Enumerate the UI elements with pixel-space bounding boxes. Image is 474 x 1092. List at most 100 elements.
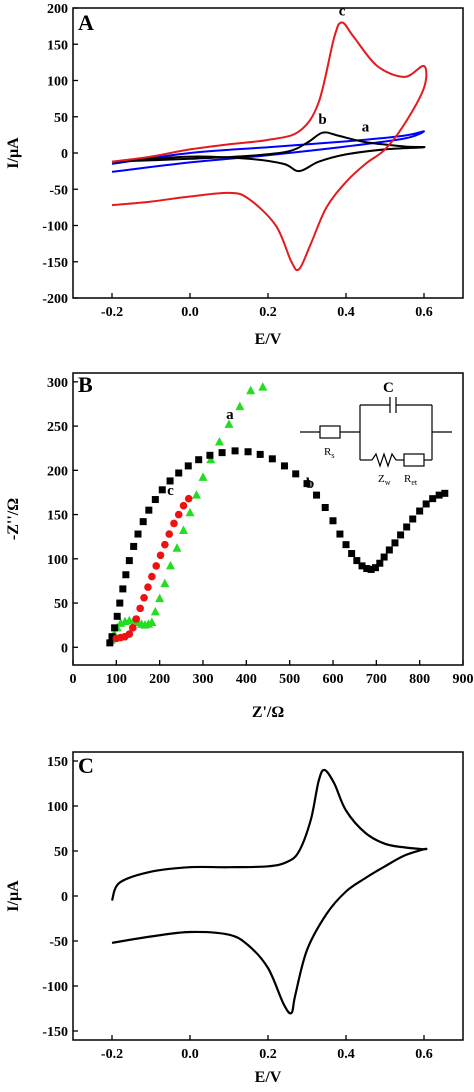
- panel-b-y-tick-label: 250: [47, 420, 68, 435]
- panel-c-y-tick-label: -150: [42, 1025, 68, 1040]
- panel-c-axes-frame: [72, 751, 464, 1041]
- panel-b-point-b: [175, 469, 183, 477]
- panel-a-x-tick-label: 0.2: [259, 305, 277, 320]
- panel-c-y-tick-label: 100: [47, 800, 68, 815]
- panel-a-y-tick-label: 50: [54, 111, 68, 126]
- panel-b-x-tick-label: 500: [279, 672, 300, 687]
- panel-b-point-b: [184, 462, 192, 470]
- panel-b-point-a: [150, 606, 160, 616]
- panel-b-point-b: [329, 517, 337, 525]
- panel-c-x-tick-label: 0.4: [337, 1047, 355, 1062]
- equivalent-circuit-inset: [300, 397, 452, 468]
- panel-b-point-b: [122, 571, 130, 579]
- inset-label-ret: Ret: [404, 473, 418, 487]
- panel-b-point-b: [321, 503, 329, 511]
- panel-b-point-b: [409, 515, 417, 523]
- panel-a-x-axis-label: E/V: [255, 331, 282, 348]
- panel-b-point-b: [151, 496, 159, 504]
- panel-b-point-b: [336, 530, 344, 538]
- panel-b-point-a: [258, 382, 268, 391]
- panel-b-point-b: [363, 565, 371, 573]
- panel-b-point-b: [403, 523, 411, 531]
- panel-b-point-b: [391, 539, 399, 547]
- panel-b-y-tick-label: 100: [47, 553, 68, 568]
- panel-b-point-b: [244, 448, 252, 456]
- panel-a-x-tick-label: 0.0: [181, 305, 199, 320]
- panel-a-y-tick-label: 0: [61, 147, 68, 162]
- panel-b-point-a: [172, 543, 182, 552]
- panel-b-point-a: [214, 437, 224, 446]
- panel-a-x-tick-label: 0.4: [337, 305, 355, 320]
- panel-c-chart: -0.2 0.0 0.2 0.4 0.6 -150 -100 -50 0 50 100 150 E/V I…: [5, 751, 464, 1086]
- panel-a-curve-label-a: a: [362, 119, 370, 135]
- panel-b-x-tick-label: 800: [409, 672, 430, 687]
- panel-b-point-b: [380, 553, 388, 561]
- panel-b-point-b: [130, 542, 138, 550]
- panel-a-y-tick-label: -50: [49, 183, 68, 198]
- panel-b-point-a: [192, 490, 201, 499]
- panel-b-point-b: [166, 477, 174, 485]
- panel-b-y-tick-label: 0: [61, 641, 68, 656]
- panel-b-chart: 0 100 200 300 400 500 600 700 800 900 0 50 100 150 200…: [5, 372, 474, 721]
- panel-b-curve-label-a: a: [226, 407, 234, 423]
- panel-b-x-tick-label: 900: [453, 672, 474, 687]
- panel-b-point-c: [140, 593, 148, 602]
- panel-a-axes-frame: [72, 7, 464, 299]
- panel-b-x-axis-label: Z'/Ω: [252, 704, 285, 721]
- panel-b-point-b: [108, 633, 116, 641]
- panel-b-point-b: [292, 470, 300, 478]
- panel-c-y-tick-label: -50: [49, 935, 68, 950]
- panel-b-point-b: [371, 564, 379, 572]
- panel-b-y-tick-label: 200: [47, 464, 68, 479]
- panel-b-point-a: [246, 385, 256, 395]
- panel-b-x-tick-label: 300: [193, 672, 214, 687]
- panel-b-point-b: [416, 507, 424, 515]
- panel-b-point-b: [376, 559, 384, 567]
- panel-a-y-tick-label: 200: [47, 2, 68, 17]
- panel-b-point-c: [144, 583, 152, 591]
- panel-a-chart: -0.2 0.0 0.2 0.4 0.6 -200 -150 -100 -50 0 50 100 150…: [5, 2, 464, 348]
- panel-a-curve-label-c: c: [339, 3, 346, 19]
- panel-a-curve-label-b: b: [318, 112, 326, 128]
- panel-b-point-c: [156, 551, 165, 560]
- panel-b-point-b: [422, 500, 430, 508]
- panel-b-point-c: [152, 562, 160, 570]
- panel-b-point-b: [195, 456, 203, 464]
- panel-b-point-c: [174, 510, 183, 519]
- panel-b-point-b: [218, 449, 226, 457]
- panel-c-y-tick-label: -100: [42, 980, 68, 995]
- panel-b-point-a: [179, 525, 188, 535]
- panel-b-x-tick-label: 400: [236, 672, 257, 687]
- panel-b-curve-label-c: c: [167, 483, 174, 499]
- panel-b-point-b: [435, 491, 443, 499]
- panel-b-point-b: [441, 489, 449, 497]
- panel-b-point-b: [106, 639, 114, 647]
- panel-b-point-b: [348, 550, 356, 558]
- panel-c-y-tick-label: 50: [54, 845, 68, 860]
- panel-b-point-b: [358, 562, 366, 570]
- panel-b-x-tick-label: 200: [149, 672, 170, 687]
- panel-b-point-a: [160, 578, 170, 588]
- panel-b-point-b: [111, 624, 119, 632]
- panel-c-y-tick-label: 150: [47, 755, 68, 770]
- panel-a-x-tick-label: -0.2: [101, 305, 123, 320]
- panel-b-point-c: [136, 604, 144, 613]
- inset-label-c: C: [383, 380, 394, 396]
- panel-b-point-a: [206, 454, 216, 464]
- panel-a-y-tick-label: -150: [42, 256, 68, 271]
- panel-b-point-b: [113, 612, 121, 620]
- panel-b-x-tick-label: 0: [70, 672, 77, 687]
- panel-b-point-b: [134, 530, 142, 538]
- panel-c-x-axis-label: E/V: [255, 1069, 282, 1086]
- panel-b-label: B: [78, 372, 93, 397]
- panel-b-point-b: [313, 491, 321, 499]
- panel-b-y-tick-label: 50: [54, 597, 68, 612]
- panel-a-y-tick-label: 150: [47, 38, 68, 53]
- panel-b-point-b: [256, 450, 264, 458]
- panel-b-point-b: [206, 451, 214, 459]
- panel-c-series-scan: [110, 768, 428, 1015]
- panel-b-point-a: [235, 401, 245, 411]
- panel-b-point-c: [179, 501, 188, 510]
- panel-b-y-tick-label: 300: [47, 376, 68, 391]
